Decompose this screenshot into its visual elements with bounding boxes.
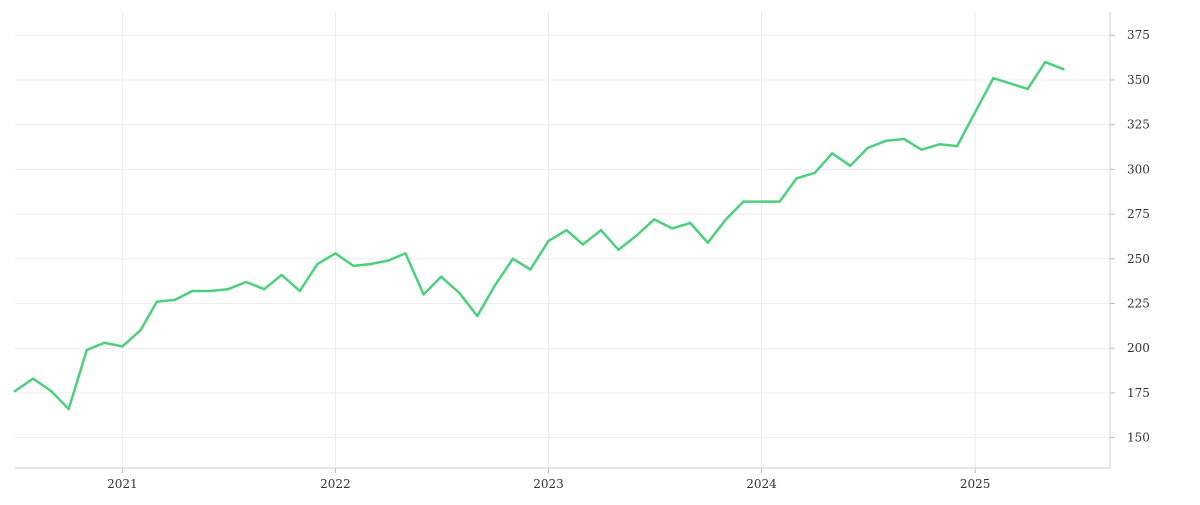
y-tick-label: 250 (1127, 252, 1150, 266)
data-point (191, 289, 194, 293)
data-point (386, 259, 390, 262)
x-tick-label: 2025 (960, 477, 991, 491)
data-point (67, 407, 70, 411)
data-point (209, 289, 212, 293)
data-point (547, 239, 550, 243)
tick-labels: 150 175 200 225 250 275 300 325 350 375 2021 2022 20… (107, 28, 1150, 491)
data-point (849, 164, 852, 167)
data-point (458, 291, 461, 294)
data-point (671, 227, 674, 230)
x-tick-label: 2021 (107, 477, 138, 491)
x-tick-label: 2022 (320, 477, 351, 491)
data-point (529, 268, 532, 271)
y-tick-label: 300 (1127, 162, 1150, 176)
data-point (992, 77, 995, 80)
data-point (1044, 60, 1047, 64)
data-point (617, 248, 620, 251)
data-point (316, 262, 319, 266)
y-tick-label: 175 (1127, 386, 1150, 400)
data-point (368, 262, 372, 266)
data-point (121, 345, 124, 348)
data-point (831, 152, 834, 155)
data-point (493, 284, 496, 287)
data-point (139, 329, 142, 332)
y-tick-label: 325 (1127, 118, 1150, 132)
data-point (581, 243, 585, 246)
data-point (689, 221, 692, 225)
data-point (795, 177, 798, 180)
data-point (1062, 68, 1065, 71)
data-point (422, 293, 425, 296)
data-point (813, 171, 816, 175)
data-point (50, 389, 53, 393)
data-point (352, 264, 355, 268)
y-tick-label: 200 (1127, 341, 1150, 355)
data-point (280, 273, 283, 277)
data-point (599, 229, 603, 232)
y-tick-label: 350 (1127, 73, 1150, 87)
data-point (1026, 87, 1029, 91)
data-point (652, 218, 656, 221)
data-point (565, 229, 568, 232)
series-layer (13, 60, 1065, 411)
axes (15, 12, 1115, 473)
series-line-0 (13, 60, 1065, 411)
data-point (902, 137, 906, 141)
gridlines (15, 12, 1110, 468)
y-tick-label: 375 (1127, 28, 1150, 42)
x-tick-label: 2024 (746, 477, 777, 491)
data-point (884, 139, 888, 142)
data-point (778, 200, 781, 203)
data-point (155, 300, 158, 303)
data-point (263, 288, 266, 291)
data-point (511, 257, 515, 260)
data-point (244, 280, 248, 284)
data-point (85, 348, 89, 352)
data-point (173, 298, 177, 302)
x-tick-label: 2023 (533, 477, 564, 491)
data-point (920, 148, 923, 151)
data-point (298, 289, 301, 293)
data-point (742, 200, 745, 203)
data-point (31, 377, 35, 380)
data-point (955, 144, 959, 148)
data-point (103, 341, 106, 344)
data-point (724, 218, 728, 221)
data-point (226, 288, 230, 291)
data-point (866, 146, 869, 150)
data-point (706, 241, 709, 244)
data-point (439, 275, 443, 278)
y-tick-label: 150 (1127, 431, 1150, 445)
data-point (404, 252, 407, 255)
data-point (635, 234, 638, 237)
data-point (334, 252, 337, 255)
data-point (13, 389, 17, 393)
data-point (938, 143, 941, 146)
y-tick-label: 225 (1127, 296, 1150, 310)
data-point (760, 200, 763, 203)
data-point (476, 314, 479, 318)
y-tick-label: 275 (1127, 207, 1150, 221)
